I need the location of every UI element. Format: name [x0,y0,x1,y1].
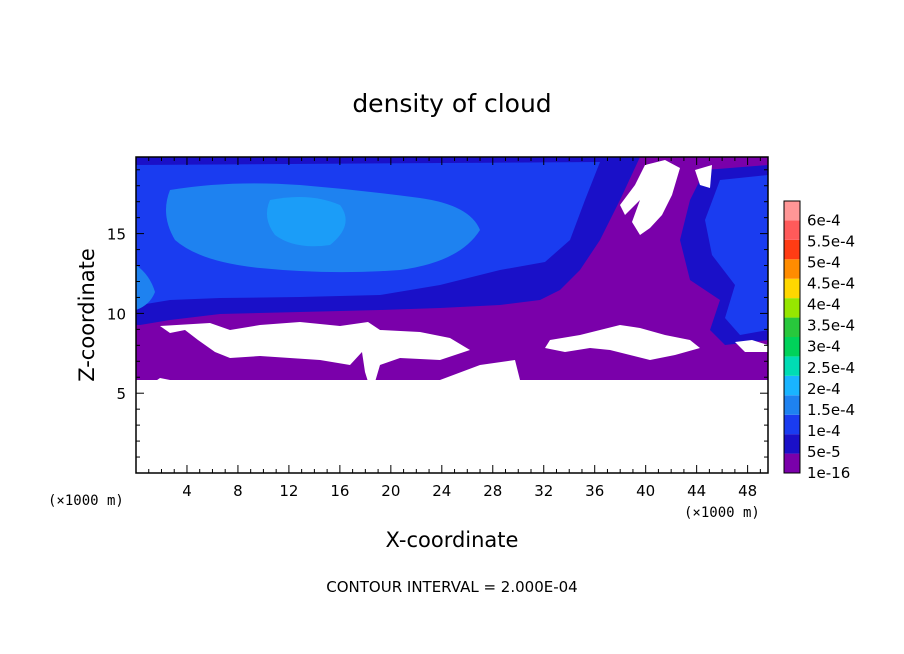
clear-region-upper-right-2 [695,165,712,188]
x-tick-label: 32 [534,482,553,500]
colorbar-label: 5e-5 [807,443,841,461]
colorbar-label: 3e-4 [807,338,841,356]
x-tick-label: 20 [381,482,400,500]
y-unit-label: (×1000 m) [48,493,124,509]
colorbar-swatch [784,278,800,299]
contour-level-1-5e-4-left [136,265,155,310]
y-tick-label: 5 [116,385,126,403]
colorbar-label: 3.5e-4 [807,317,855,335]
colorbar-swatch [784,453,800,473]
colorbar-swatch [784,434,800,454]
colorbar-swatch [784,239,800,260]
x-tick-label: 16 [330,482,349,500]
contour-level-2e-4 [266,196,346,247]
colorbar-swatch [784,414,800,435]
colorbar-label: 2.5e-4 [807,359,855,377]
colorbar-frame [783,200,801,474]
x-axis-label: X-coordinate [386,528,519,552]
x-tick-label: 4 [182,482,192,500]
plot-frame [135,156,769,474]
x-tick-label: 12 [279,482,298,500]
x-tick-label: 48 [738,482,757,500]
x-tick-label: 8 [233,482,243,500]
colorbar-label: 4e-4 [807,296,841,314]
colorbar-label: 5.5e-4 [807,232,855,250]
colorbar-label: 4.5e-4 [807,275,855,293]
x-tick-label: 44 [687,482,706,500]
contour-field [136,157,768,473]
clear-air-below [136,380,768,473]
x-unit-label: (×1000 m) [684,505,760,521]
colorbar-swatch [784,375,800,396]
colorbar-label: 5e-4 [807,254,841,272]
y-tick-labels: 5 10 15 [107,226,126,404]
y-tick-marks [136,169,768,458]
chart-title: density of cloud [352,89,551,118]
colorbar-swatch [784,220,800,240]
colorbar-swatch [784,201,800,221]
colorbar: 1e-16 5e-5 1e-4 1.5e-4 2e-4 2.5e-4 3e-4 3.5e-4 4… [783,200,855,482]
colorbar-swatch [784,356,800,376]
colorbar-label: 1e-16 [807,464,850,482]
x-tick-label: 40 [636,482,655,500]
colorbar-label: 2e-4 [807,380,841,398]
colorbar-swatch [784,395,800,415]
x-tick-label: 36 [585,482,604,500]
y-tick-label: 15 [107,226,126,244]
y-axis-label: Z-coordinate [75,248,99,382]
clear-region-lower-3 [735,340,768,352]
x-tick-label: 24 [432,482,451,500]
x-tick-labels: 4 8 12 16 20 24 28 32 36 40 44 48 [182,482,757,500]
clear-region-upper-right [620,160,680,235]
clear-region-lower [160,322,470,388]
clear-region-lower-2 [545,325,700,360]
colorbar-swatch [784,298,800,318]
colorbar-swatch [784,317,800,337]
x-tick-label: 28 [483,482,502,500]
colorbar-label: 1e-4 [807,422,841,440]
colorbar-swatch [784,337,800,357]
x-tick-marks [148,157,761,473]
colorbar-swatch [784,259,800,279]
contour-level-1e-4-right [705,175,768,335]
contour-interval-note: CONTOUR INTERVAL = 2.000E-04 [326,578,577,596]
colorbar-label: 1.5e-4 [807,401,855,419]
y-tick-label: 10 [107,305,126,323]
colorbar-label: 6e-4 [807,211,841,229]
